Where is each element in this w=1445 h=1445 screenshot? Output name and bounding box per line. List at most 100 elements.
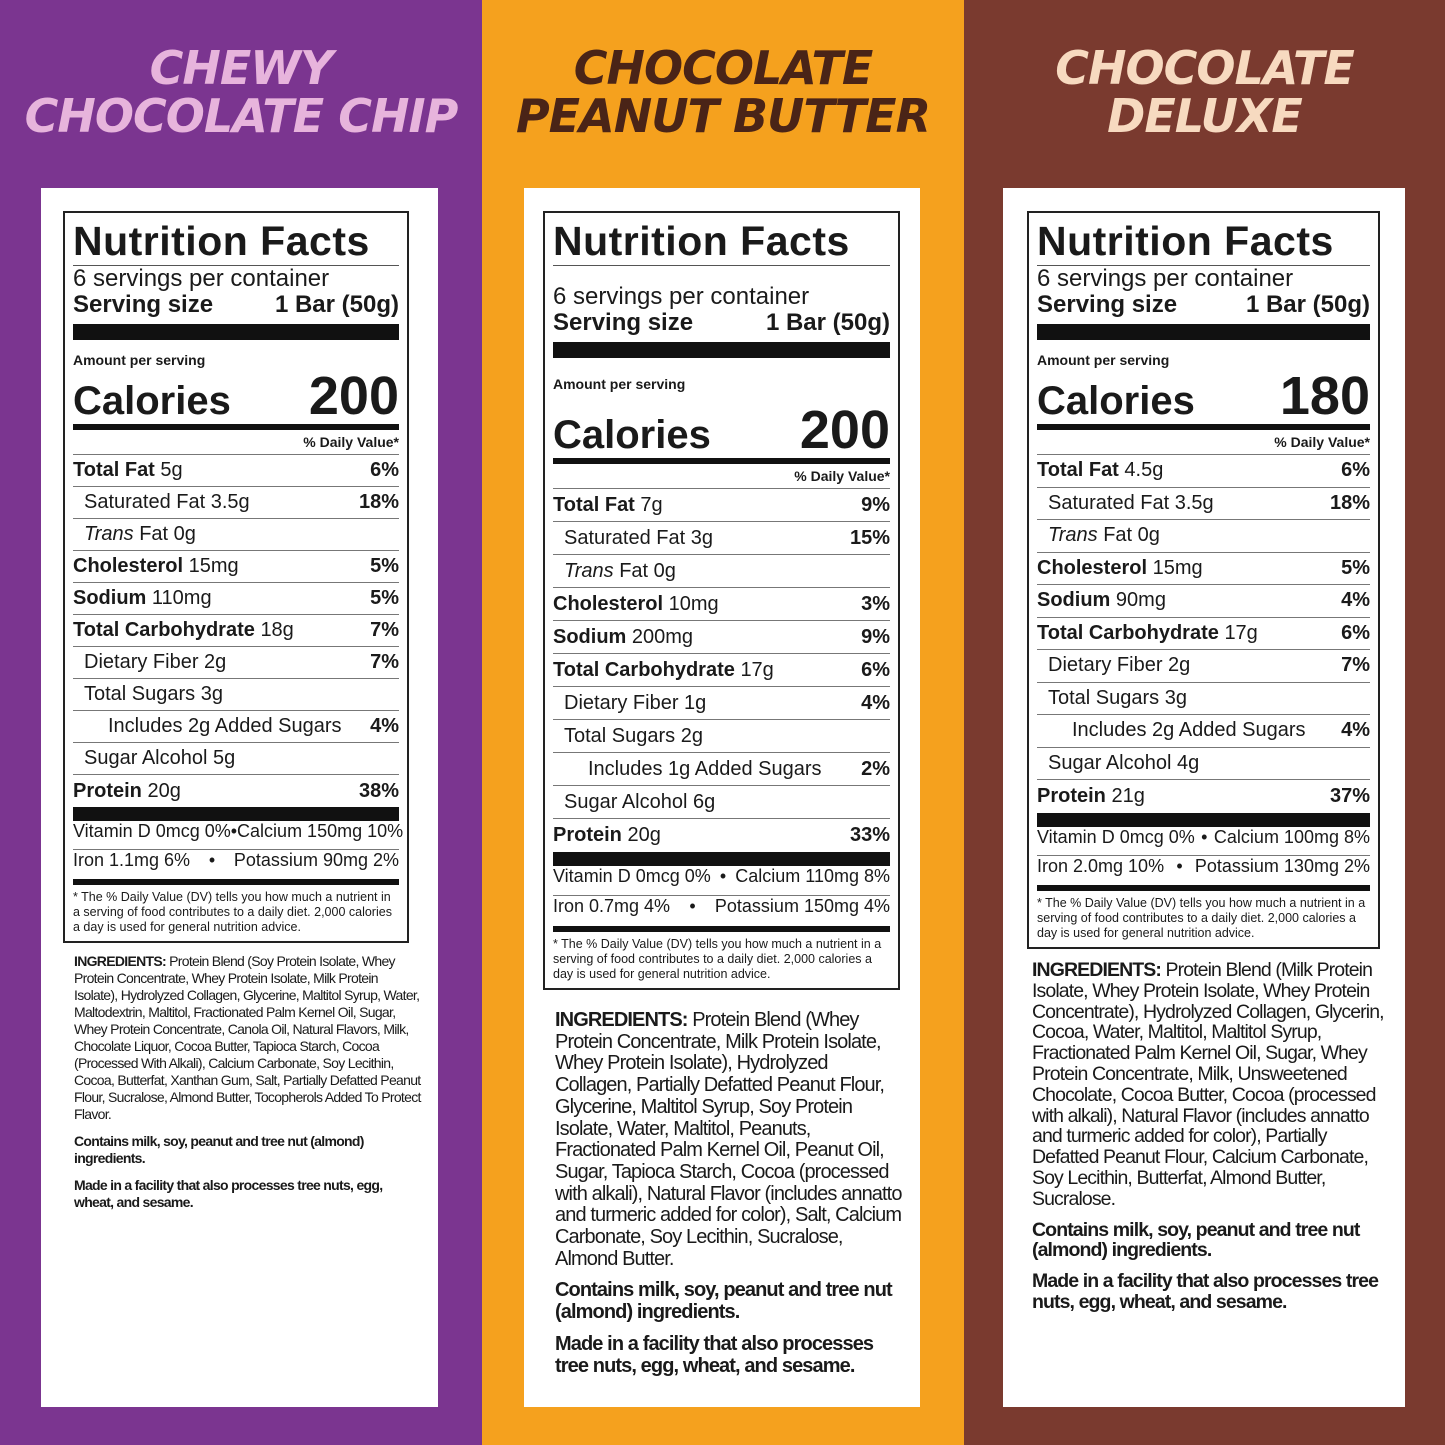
- nutrient-daily-value: 6%: [1341, 621, 1370, 644]
- nutrient-row: Total Carbohydrate 17g 6%: [1037, 618, 1370, 650]
- vitamin-cell: •: [719, 866, 727, 886]
- nutrient-daily-value: 37%: [1329, 784, 1370, 807]
- nutrient-daily-value: 5%: [1341, 556, 1370, 579]
- nutrient-row: Protein 20g 38%: [73, 775, 399, 807]
- nutrient-row: Total Fat 5g 6%: [73, 455, 399, 487]
- serving-size-row: Serving size 1 Bar (50g): [553, 310, 890, 336]
- nutrient-row: Cholesterol 10mg 3%: [553, 588, 890, 621]
- calories-label: Calories: [553, 413, 711, 457]
- nutrient-amount: Saturated Fat 3.5g: [1048, 491, 1214, 514]
- nutrient-bold-name: Sodium: [553, 625, 627, 648]
- calories-label: Calories: [73, 379, 231, 423]
- nutrient-name: Total Sugars 2g: [553, 725, 703, 748]
- nutrient-bold-name: Total Carbohydrate: [73, 619, 255, 641]
- vitamin-row: Iron 0.7mg 4% • Potassium 150mg 4%: [553, 896, 890, 926]
- nutrient-row: Total Sugars 3g: [1037, 683, 1370, 715]
- vitamin-row: Vitamin D 0mcg 0% • Calcium 110mg 8%: [553, 866, 890, 896]
- nutrient-daily-value: 5%: [370, 587, 399, 609]
- nutrient-italic-name: Trans: [1048, 524, 1098, 547]
- nutrient-name: Sodium 90mg: [1037, 589, 1166, 612]
- serving-size-row: Serving size 1 Bar (50g): [73, 292, 399, 318]
- flavor-title-line: DELUXE: [1107, 89, 1303, 143]
- nutrient-bold-name: Cholesterol: [553, 592, 664, 615]
- nutrient-row: Sugar Alcohol 4g: [1037, 748, 1370, 780]
- vitamin-cell: Vitamin D 0mcg 0%: [1037, 826, 1195, 847]
- allergen-statement: Contains milk, soy, peanut and tree nut …: [555, 1279, 893, 1324]
- nutrient-daily-value: 4%: [1341, 589, 1370, 612]
- calories-value: 200: [308, 366, 399, 426]
- vitamin-cell: •: [689, 896, 696, 916]
- facility-statement: Made in a facility that also processes t…: [555, 1332, 874, 1377]
- nutrient-row: Includes 2g Added Sugars 4%: [73, 711, 399, 743]
- nutrient-row: Saturated Fat 3g 15%: [553, 522, 890, 555]
- daily-value-header: % Daily Value*: [553, 464, 890, 489]
- nutrient-amount: Fat 0g: [139, 523, 196, 545]
- nutrient-name: Cholesterol 15mg: [73, 555, 239, 578]
- vitamin-cell: Potassium 90mg 2%: [233, 850, 399, 870]
- nutrient-row: Sodium 90mg 4%: [1037, 585, 1370, 618]
- nutrition-facts-title: Nutrition Facts: [1037, 217, 1370, 266]
- nutrient-daily-value: 4%: [1341, 719, 1370, 742]
- nutrient-amount: Fat 0g: [1103, 524, 1160, 547]
- servings-per-container: 6 servings per container: [73, 265, 330, 292]
- flavor-panel: CHEWY CHOCOLATE CHIP Nutrition Facts 6 serv…: [0, 0, 482, 1445]
- nutrient-name: Protein 20g: [553, 824, 661, 847]
- nutrient-daily-value: 33%: [849, 824, 890, 846]
- serving-size-value: 1 Bar (50g): [1245, 291, 1370, 318]
- nutrient-name: Includes 2g Added Sugars: [73, 715, 342, 738]
- vitamin-row: Iron 2.0mg 10% • Potassium 130mg 2%: [1037, 856, 1370, 885]
- nutrient-daily-value: 5%: [370, 555, 399, 577]
- nutrient-name: Trans Fat 0g: [1037, 524, 1160, 547]
- nutrient-amount: Saturated Fat 3g: [564, 526, 713, 549]
- nutrient-daily-value: 18%: [358, 491, 399, 513]
- nutrient-amount: Saturated Fat 3.5g: [84, 491, 250, 513]
- serving-size-label: Serving size: [73, 291, 214, 318]
- flavor-panel: CHOCOLATE DELUXE Nutrition Facts 6 servings…: [964, 0, 1445, 1445]
- nutrient-bold-name: Total Carbohydrate: [1037, 621, 1219, 644]
- vitamin-cell: Calcium 150mg 10%: [237, 821, 404, 841]
- nutrient-row: Protein 21g 37%: [1037, 780, 1370, 813]
- ingredients-list: Protein Blend (Milk Protein Isolate, Whe…: [1032, 959, 1385, 1210]
- nutrient-bold-name: Total Fat: [553, 493, 635, 516]
- nutrient-daily-value: 2%: [861, 757, 890, 780]
- ingredients-block: INGREDIENTS: Protein Blend (Soy Protein …: [74, 953, 424, 1221]
- nutrient-amount: Total Sugars 2g: [564, 724, 703, 747]
- nutrient-amount: Sugar Alcohol 4g: [1048, 751, 1200, 774]
- vitamin-cell: •: [230, 821, 238, 841]
- nutrient-name: Sugar Alcohol 6g: [553, 791, 715, 814]
- flavor-title-line: CHEWY: [149, 41, 334, 95]
- nutrient-name: Total Fat 5g: [73, 459, 183, 482]
- daily-value-footnote: * The % Daily Value (DV) tells you how m…: [1037, 895, 1366, 940]
- nutrition-facts-title: Nutrition Facts: [73, 217, 399, 266]
- nutrient-amount: Total Sugars 3g: [1048, 686, 1187, 709]
- calories-label: Calories: [1037, 379, 1195, 423]
- divider-thick: [73, 324, 399, 340]
- vitamin-cell: Calcium 110mg 8%: [735, 866, 890, 886]
- vitamin-cell: Calcium 100mg 8%: [1213, 826, 1370, 847]
- nutrient-daily-value: 7%: [370, 651, 399, 673]
- ingredients-text: INGREDIENTS: Protein Blend (Soy Protein …: [74, 953, 424, 1123]
- divider-thick: [1037, 324, 1370, 340]
- nutrient-name: Sugar Alcohol 5g: [73, 747, 235, 770]
- divider-medium: [1037, 812, 1370, 827]
- nutrient-amount: Dietary Fiber 2g: [84, 651, 227, 673]
- nutrient-daily-value: 7%: [370, 619, 399, 641]
- ingredients-block: INGREDIENTS: Protein Blend (Milk Protein…: [1032, 960, 1387, 1323]
- ingredients-list: Protein Blend (Soy Protein Isolate, Whey…: [74, 953, 421, 1122]
- vitamin-cell: •: [1201, 826, 1208, 847]
- nutrient-row: Sodium 110mg 5%: [73, 583, 399, 615]
- nutrient-name: Cholesterol 10mg: [553, 593, 719, 616]
- nutrient-row: Dietary Fiber 1g 4%: [553, 687, 890, 720]
- vitamin-cell: Iron 0.7mg 4%: [553, 896, 671, 916]
- nutrient-amount: Includes 1g Added Sugars: [588, 757, 822, 780]
- label-card: Nutrition Facts 6 servings per container S…: [41, 188, 438, 1407]
- nutrient-row: Dietary Fiber 2g 7%: [73, 647, 399, 679]
- vitamin-row: Vitamin D 0mcg 0% • Calcium 150mg 10%: [73, 821, 403, 850]
- facility-statement: Made in a facility that also processes t…: [1032, 1270, 1379, 1313]
- nutrient-name: Total Fat 7g: [553, 494, 663, 517]
- amount-per-serving: Amount per serving: [73, 352, 206, 368]
- ingredients-list: Protein Blend (Whey Protein Concentrate,…: [555, 1009, 902, 1270]
- nutrient-row: Protein 20g 33%: [553, 819, 890, 852]
- nutrient-bold-name: Protein: [553, 824, 622, 846]
- nutrient-name: Total Carbohydrate 17g: [553, 659, 774, 682]
